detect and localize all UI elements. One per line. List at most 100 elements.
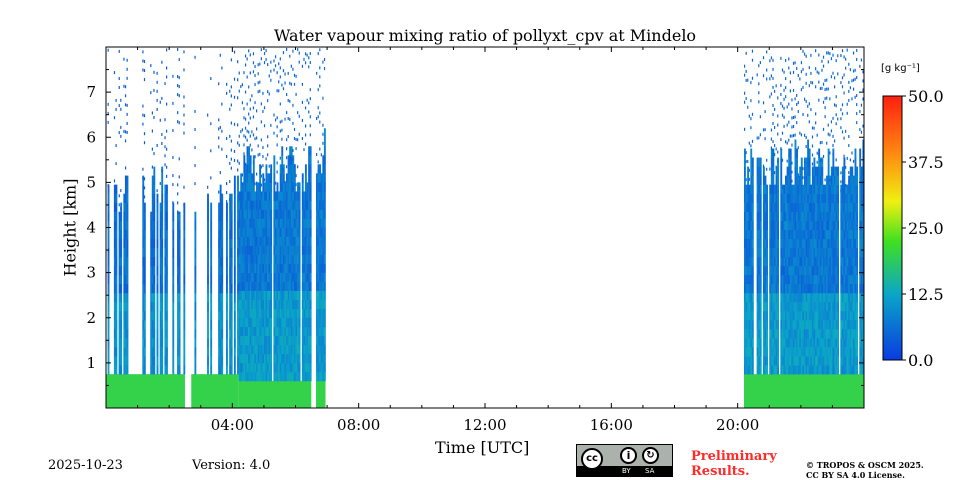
heatmap-cell <box>246 263 249 273</box>
heatmap-cell <box>238 272 241 282</box>
heatmap-cell <box>826 329 828 339</box>
heatmap-cell <box>304 209 307 219</box>
heatmap-cell <box>851 202 854 213</box>
heatmap-speckle <box>172 201 174 205</box>
heatmap-cell <box>159 329 162 339</box>
heatmap-cell <box>194 211 197 222</box>
heatmap-cell <box>775 238 778 249</box>
heatmap-cell <box>233 301 236 312</box>
heatmap-cell <box>295 272 298 282</box>
heatmap-cell <box>852 238 855 249</box>
heatmap-cell <box>166 247 168 258</box>
heatmap-cell <box>796 211 798 222</box>
heatmap-cell <box>783 274 786 285</box>
heatmap-cell <box>808 166 811 176</box>
heatmap-cell <box>308 299 311 310</box>
heatmap-cell <box>829 238 832 249</box>
heatmap-cell <box>113 310 116 321</box>
heatmap-cell <box>773 265 776 276</box>
heatmap-cell <box>773 338 776 348</box>
heatmap-cell <box>840 320 843 330</box>
heatmap-cell <box>810 256 813 267</box>
heatmap-cell <box>281 290 284 300</box>
heatmap-cell <box>301 290 304 300</box>
heatmap-cell <box>260 272 263 282</box>
heatmap-cell <box>256 209 258 219</box>
heatmap-cell <box>178 292 181 303</box>
heatmap-cell <box>304 281 307 291</box>
heatmap-cell <box>126 175 129 185</box>
heatmap-cell <box>248 344 251 355</box>
heatmap-cell <box>846 338 849 348</box>
heatmap-cell <box>813 202 816 213</box>
heatmap-speckle <box>781 104 784 108</box>
heatmap-cell <box>237 229 239 240</box>
heatmap-cell <box>796 247 798 258</box>
heatmap-cell <box>284 317 287 328</box>
heatmap-cell <box>172 301 175 312</box>
heatmap-cell <box>781 356 784 366</box>
heatmap-speckle <box>151 111 153 115</box>
heatmap-cell <box>758 356 761 366</box>
heatmap-cell <box>293 335 296 346</box>
heatmap-cell <box>829 247 832 258</box>
heatmap-cell <box>281 155 284 165</box>
heatmap-speckle <box>159 181 161 185</box>
heatmap-cell <box>142 184 145 194</box>
heatmap-cell <box>320 191 323 201</box>
heatmap-cell <box>161 220 164 231</box>
heatmap-speckle <box>750 126 752 130</box>
heatmap-speckle <box>803 52 806 56</box>
heatmap-cell <box>785 274 787 285</box>
heatmap-cell <box>769 229 772 240</box>
heatmap-cell <box>153 166 156 176</box>
heatmap-cell <box>856 238 858 249</box>
heatmap-cell <box>822 220 825 231</box>
heatmap-cell <box>800 184 803 194</box>
heatmap-cell <box>745 365 748 375</box>
heatmap-speckle <box>183 131 185 135</box>
heatmap-cell <box>289 317 292 328</box>
heatmap-cell <box>832 193 835 203</box>
heatmap-cell <box>854 292 857 303</box>
heatmap-cell <box>257 218 260 228</box>
heatmap-cell <box>156 247 159 258</box>
heatmap-speckle <box>791 143 793 147</box>
heatmap-cell <box>252 191 255 201</box>
heatmap-cell <box>210 320 213 330</box>
heatmap-cell <box>118 229 121 240</box>
heatmap-speckle <box>797 110 799 114</box>
heatmap-cell <box>142 229 145 240</box>
heatmap-cell <box>151 175 154 185</box>
cc-by-sa-badge[interactable]: cc i ↻ BY SA <box>576 444 673 477</box>
heatmap-cell <box>764 365 767 375</box>
heatmap-cell <box>151 356 154 366</box>
heatmap-speckle <box>826 51 828 55</box>
heatmap-speckle <box>304 52 307 56</box>
heatmap-cell <box>859 347 862 357</box>
heatmap-cell <box>800 347 803 357</box>
heatmap-cell <box>259 263 262 273</box>
heatmap-cell <box>772 256 775 267</box>
heatmap-cell <box>860 193 863 203</box>
heatmap-cell <box>316 317 318 328</box>
heatmap-cell <box>799 292 802 303</box>
heatmap-cell <box>323 308 326 319</box>
heatmap-cell <box>316 182 318 192</box>
heatmap-cell <box>781 184 784 194</box>
heatmap-cell <box>254 281 257 291</box>
heatmap-cell <box>750 211 753 222</box>
heatmap-speckle <box>837 72 839 76</box>
heatmap-cell <box>293 209 296 219</box>
heatmap-cell <box>750 184 753 194</box>
heatmap-cell <box>781 301 784 312</box>
heatmap-speckle <box>786 105 788 109</box>
heatmap-cell <box>276 200 279 210</box>
heatmap-cell <box>243 299 246 310</box>
heatmap-speckle <box>805 54 807 58</box>
heatmap-cell <box>183 283 186 294</box>
heatmap-cell <box>803 347 806 357</box>
heatmap-cell <box>289 155 292 165</box>
heatmap-speckle <box>840 171 842 175</box>
heatmap-cell <box>859 247 862 258</box>
